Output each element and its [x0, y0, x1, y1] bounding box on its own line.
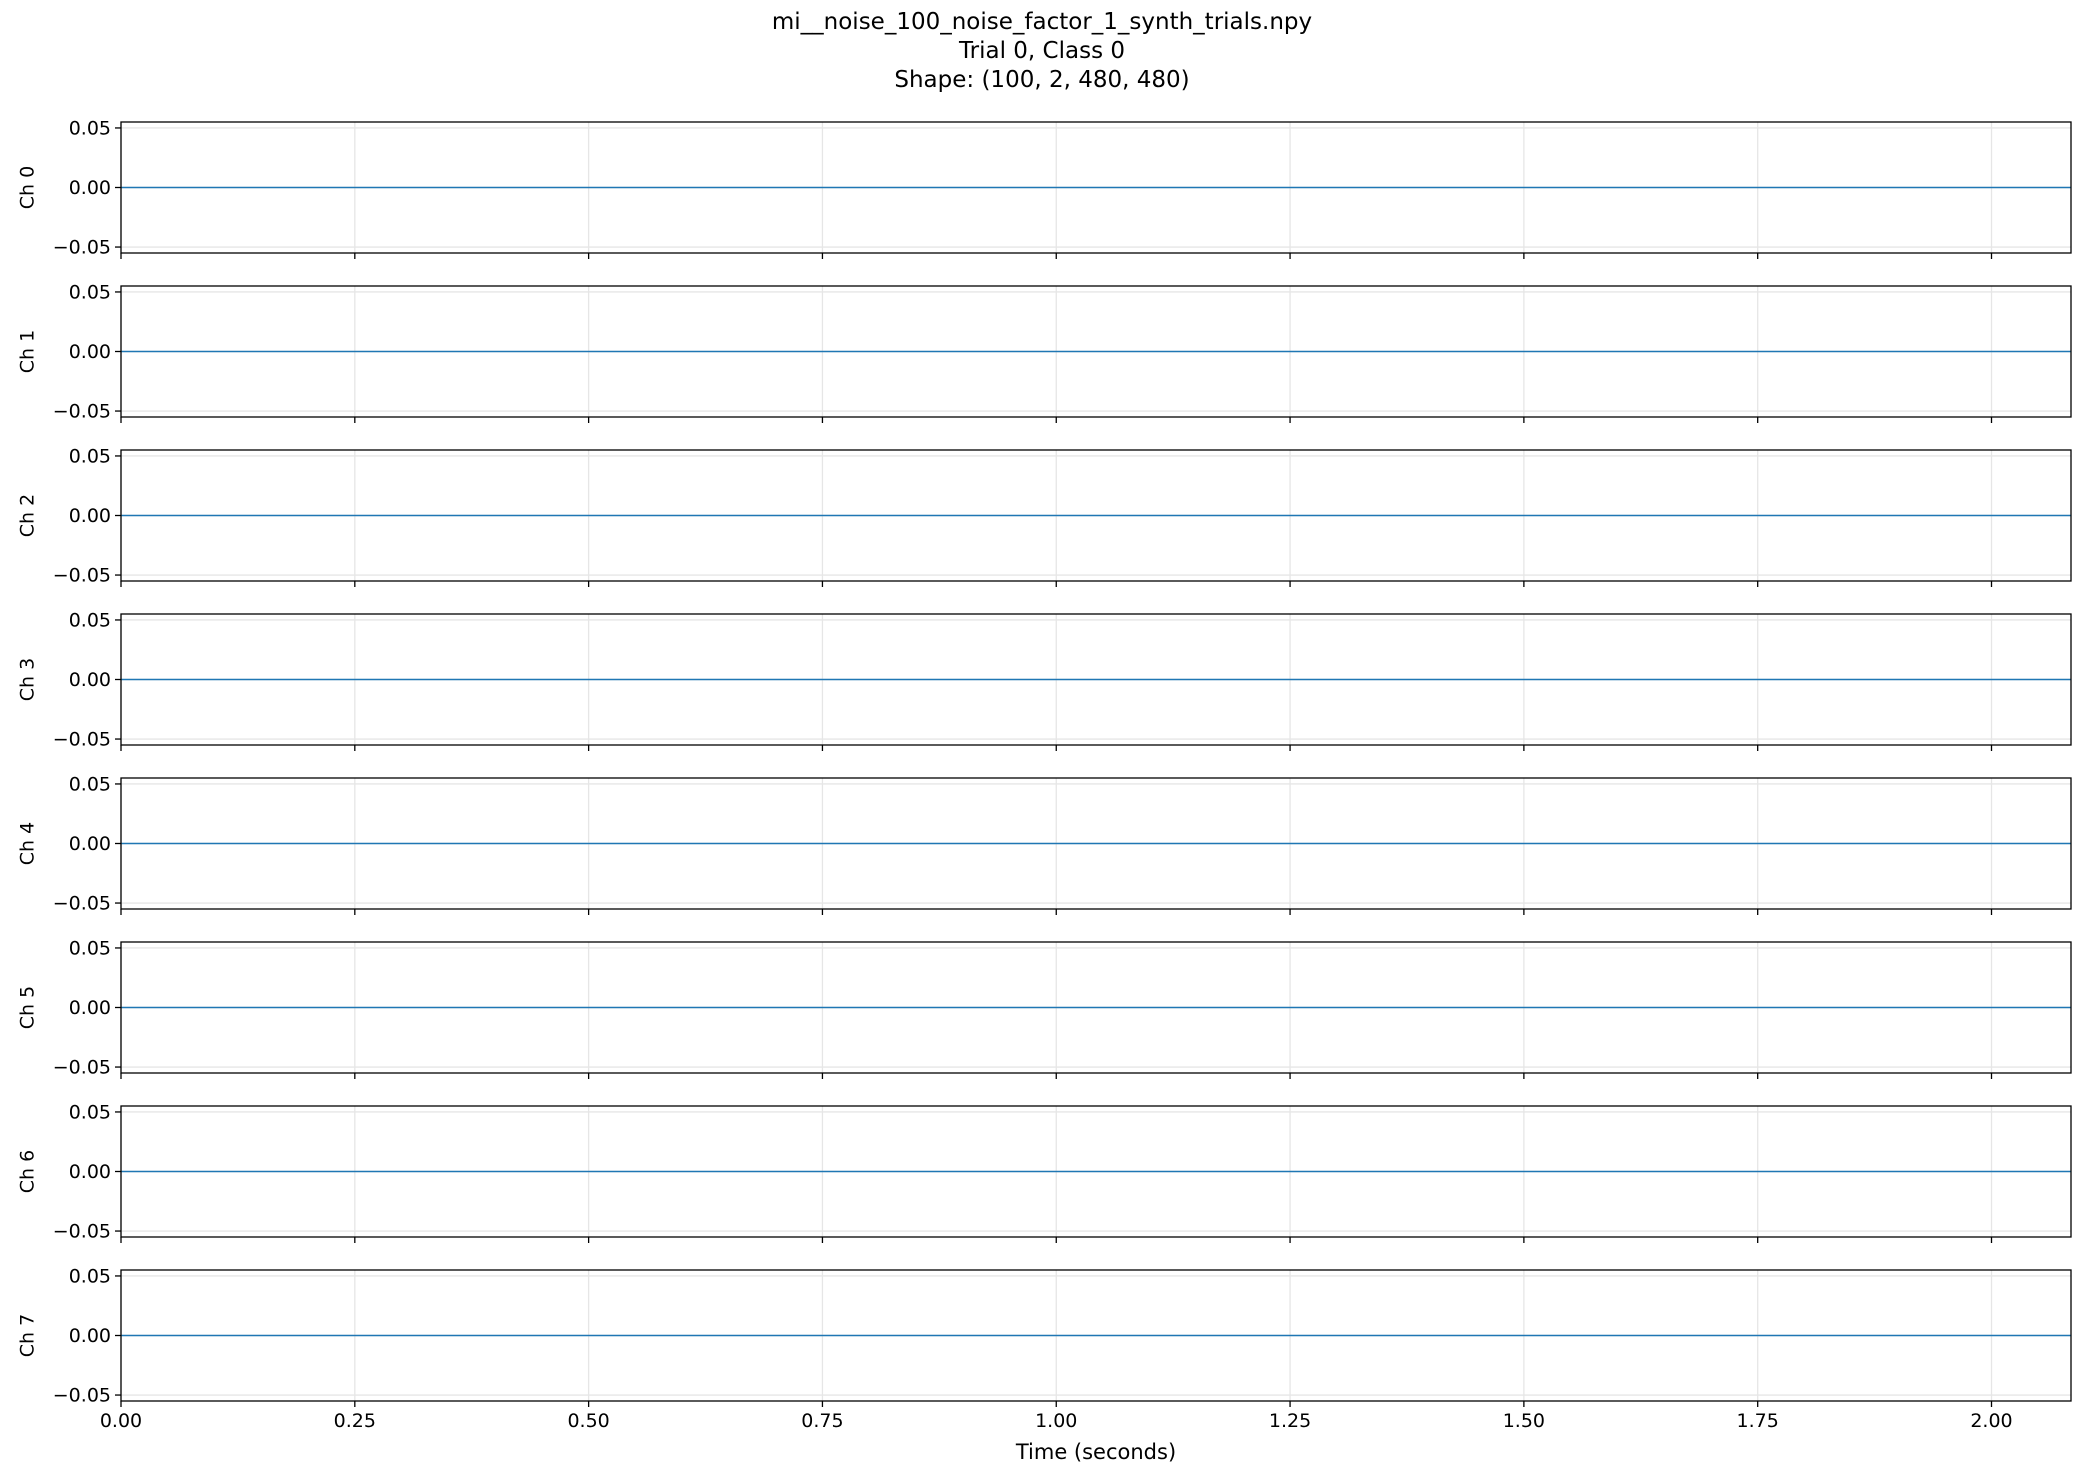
y-tick-label-ch2-0: 0.05	[69, 445, 111, 467]
y-tick-label-ch0-0: 0.05	[69, 117, 111, 139]
y-tick-label-ch4-2: −0.05	[53, 893, 111, 915]
y-tick-label-ch3-1: 0.00	[69, 669, 111, 691]
y-tick-label-ch5-1: 0.00	[69, 997, 111, 1019]
y-axis-label-ch5: Ch 5	[17, 986, 39, 1029]
y-axis-label-ch3: Ch 3	[17, 658, 39, 701]
y-axis-label-ch2: Ch 2	[17, 494, 39, 537]
y-tick-label-ch0-1: 0.00	[69, 177, 111, 199]
y-axis-label-ch6: Ch 6	[17, 1150, 39, 1193]
y-tick-label-ch6-1: 0.00	[69, 1161, 111, 1183]
y-tick-label-ch2-1: 0.00	[69, 505, 111, 527]
y-tick-label-ch6-2: −0.05	[53, 1221, 111, 1243]
y-tick-label-ch7-2: −0.05	[53, 1385, 111, 1407]
y-tick-label-ch1-1: 0.00	[69, 341, 111, 363]
y-tick-label-ch4-1: 0.00	[69, 833, 111, 855]
x-tick-label-4: 1.00	[1035, 1410, 1077, 1432]
title-line-trial: Trial 0, Class 0	[958, 38, 1126, 64]
y-tick-label-ch1-2: −0.05	[53, 401, 111, 423]
y-tick-label-ch3-0: 0.05	[69, 609, 111, 631]
x-tick-label-6: 1.50	[1503, 1410, 1545, 1432]
x-tick-label-7: 1.75	[1737, 1410, 1779, 1432]
y-tick-label-ch5-0: 0.05	[69, 937, 111, 959]
y-tick-label-ch5-2: −0.05	[53, 1057, 111, 1079]
y-tick-label-ch7-0: 0.05	[69, 1265, 111, 1287]
y-tick-label-ch4-0: 0.05	[69, 773, 111, 795]
y-axis-label-ch7: Ch 7	[17, 1314, 39, 1357]
x-tick-label-0: 0.00	[100, 1410, 142, 1432]
x-tick-label-8: 2.00	[1970, 1410, 2012, 1432]
y-tick-label-ch1-0: 0.05	[69, 281, 111, 303]
x-tick-label-1: 0.25	[334, 1410, 376, 1432]
y-axis-label-ch1: Ch 1	[17, 330, 39, 373]
y-axis-label-ch0: Ch 0	[17, 166, 39, 209]
x-tick-label-3: 0.75	[801, 1410, 843, 1432]
figure-title: mi__noise_100_noise_factor_1_synth_trial…	[0, 8, 2084, 95]
y-tick-label-ch6-0: 0.05	[69, 1101, 111, 1123]
x-tick-label-5: 1.25	[1269, 1410, 1311, 1432]
y-tick-label-ch7-1: 0.00	[69, 1325, 111, 1347]
y-tick-label-ch2-2: −0.05	[53, 565, 111, 587]
title-line-filename: mi__noise_100_noise_factor_1_synth_trial…	[771, 9, 1313, 35]
x-axis-label: Time (seconds)	[1015, 1440, 1176, 1464]
y-tick-label-ch0-2: −0.05	[53, 237, 111, 259]
y-axis-label-ch4: Ch 4	[17, 822, 39, 865]
x-tick-label-2: 0.50	[567, 1410, 609, 1432]
y-tick-label-ch3-2: −0.05	[53, 729, 111, 751]
title-line-shape: Shape: (100, 2, 480, 480)	[894, 67, 1190, 93]
